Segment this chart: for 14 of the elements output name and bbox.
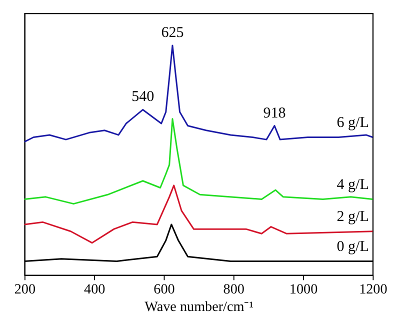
annotation: 540 xyxy=(132,89,154,106)
x-tick-label: 800 xyxy=(223,281,244,298)
x-tick-label: 200 xyxy=(14,281,36,298)
series-label: 0 g/L xyxy=(336,238,369,255)
annotation: 625 xyxy=(161,24,184,41)
series-label: 2 g/L xyxy=(336,209,369,226)
series-label: 4 g/L xyxy=(336,176,369,193)
x-tick-label: 1000 xyxy=(289,281,318,298)
x-tick-label: 1200 xyxy=(359,281,388,298)
x-tick-label: 600 xyxy=(154,281,175,298)
annotation: 918 xyxy=(263,105,286,122)
x-axis-title: Wave number/cm⁻¹ xyxy=(144,299,254,316)
series-label: 6 g/L xyxy=(336,114,369,131)
x-tick-label: 400 xyxy=(84,281,106,298)
